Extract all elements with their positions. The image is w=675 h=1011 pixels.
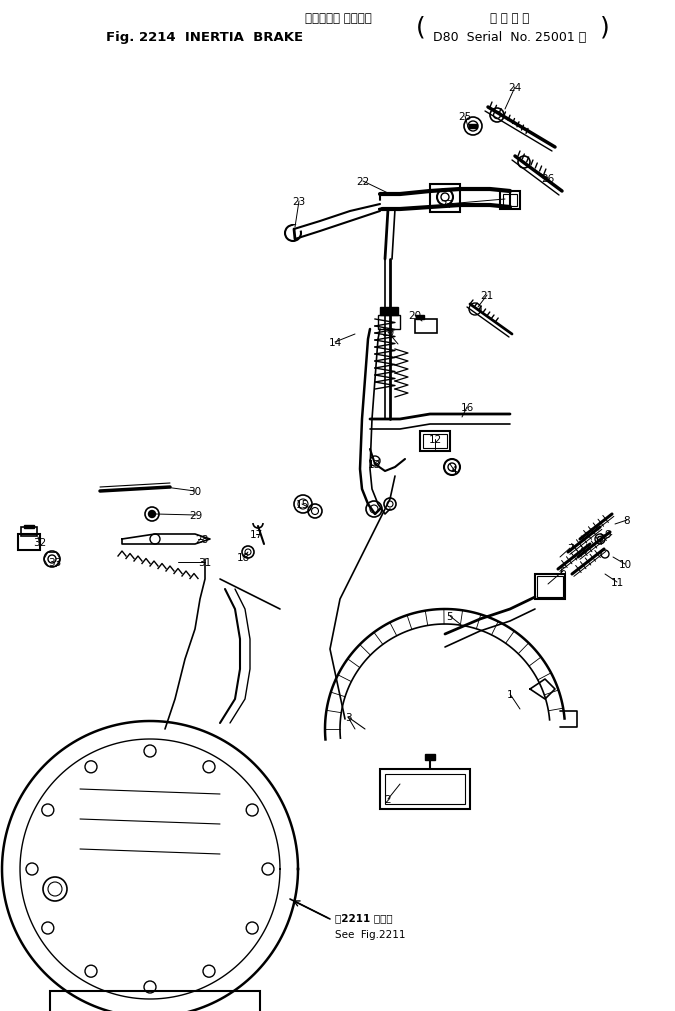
Bar <box>21 528 37 537</box>
Text: 2: 2 <box>385 795 391 804</box>
Text: 13: 13 <box>367 460 381 469</box>
Text: 30: 30 <box>188 486 202 496</box>
Bar <box>420 432 450 452</box>
Bar <box>500 192 520 210</box>
Text: 20: 20 <box>408 310 422 320</box>
Bar <box>423 435 447 449</box>
Text: 適 用 号 機: 適 用 号 機 <box>490 11 530 24</box>
Bar <box>380 307 398 315</box>
Bar <box>18 535 40 550</box>
Text: 25: 25 <box>458 112 472 122</box>
Bar <box>425 754 435 760</box>
Text: 18: 18 <box>236 552 250 562</box>
Text: 12: 12 <box>429 435 441 445</box>
Text: 21: 21 <box>481 291 493 300</box>
Text: Fig. 2214  INERTIA  BRAKE: Fig. 2214 INERTIA BRAKE <box>107 30 304 43</box>
Bar <box>378 315 400 330</box>
Bar <box>535 574 565 600</box>
Text: 33: 33 <box>49 557 61 567</box>
Bar <box>24 526 34 529</box>
Text: 26: 26 <box>541 174 555 184</box>
Bar <box>385 774 465 804</box>
Text: 23: 23 <box>292 197 306 207</box>
Text: 14: 14 <box>328 338 342 348</box>
Text: See  Fig.2211: See Fig.2211 <box>335 929 406 939</box>
Text: 11: 11 <box>610 577 624 587</box>
Text: 5: 5 <box>447 612 454 622</box>
Bar <box>415 319 437 334</box>
Text: 16: 16 <box>460 402 474 412</box>
Text: 3: 3 <box>345 713 351 722</box>
Text: 9: 9 <box>605 530 612 540</box>
Bar <box>503 195 517 207</box>
Text: 7: 7 <box>567 544 573 553</box>
Text: 19: 19 <box>381 328 395 338</box>
Text: 図2211 図参照: 図2211 図参照 <box>335 912 393 922</box>
Text: 4: 4 <box>451 465 457 475</box>
Bar <box>50 991 260 1011</box>
Text: 28: 28 <box>195 535 209 545</box>
Text: 15: 15 <box>296 499 308 510</box>
Bar <box>430 185 460 212</box>
Text: 24: 24 <box>508 83 522 93</box>
Text: 27: 27 <box>440 200 454 210</box>
Bar <box>537 576 563 598</box>
Text: D80  Serial  No. 25001 ～: D80 Serial No. 25001 ～ <box>433 30 587 43</box>
Text: 6: 6 <box>560 566 566 576</box>
Text: 22: 22 <box>356 177 370 187</box>
Bar <box>380 769 470 809</box>
Text: (: ( <box>416 15 426 39</box>
Text: 31: 31 <box>198 557 212 567</box>
Text: 8: 8 <box>624 516 630 526</box>
Text: 1: 1 <box>507 690 513 700</box>
Text: 29: 29 <box>190 511 202 521</box>
Text: 32: 32 <box>33 538 47 548</box>
Bar <box>416 315 424 319</box>
Text: 17: 17 <box>249 530 263 540</box>
Text: ): ) <box>600 15 610 39</box>
Circle shape <box>148 511 155 518</box>
Bar <box>469 125 477 128</box>
Text: 10: 10 <box>618 559 632 569</box>
Text: イナーシャ ブレーキ: イナーシャ ブレーキ <box>304 11 371 24</box>
